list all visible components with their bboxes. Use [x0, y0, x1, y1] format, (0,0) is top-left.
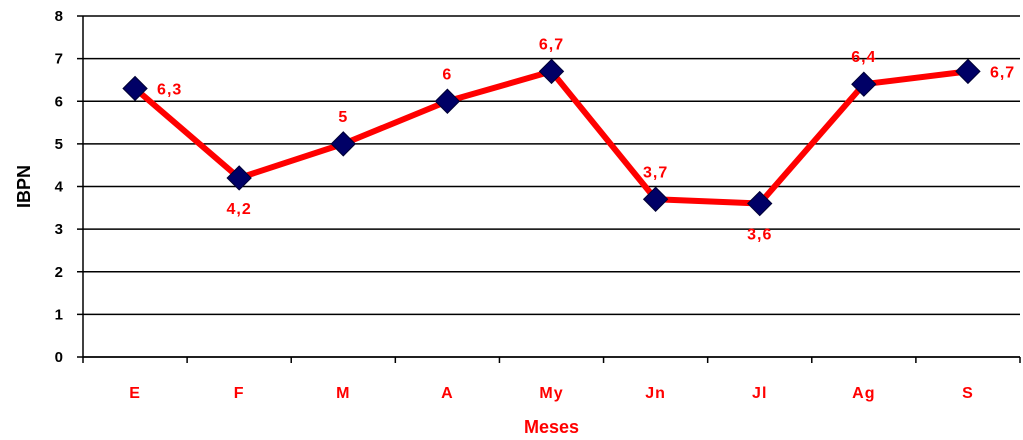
data-point — [851, 71, 877, 97]
data-label: 3,7 — [643, 164, 668, 181]
y-tick-label: 5 — [55, 136, 63, 153]
data-labels: 6,3 4,2 5 6 6,7 3,7 3,6 6,4 6,7 — [157, 36, 1015, 244]
x-tick-label: Jn — [645, 385, 666, 402]
data-label: 5 — [338, 109, 348, 126]
data-point — [955, 58, 981, 85]
series-line-group — [133, 68, 969, 207]
y-axis-title: IBPN — [14, 165, 34, 208]
data-label: 3,6 — [747, 227, 772, 244]
y-tick-label: 2 — [55, 264, 63, 281]
data-label: 6,7 — [990, 64, 1015, 81]
x-tick-label: F — [234, 385, 245, 402]
data-label: 6 — [442, 66, 452, 83]
y-tick-label: 4 — [55, 179, 64, 196]
y-tick-label: 1 — [55, 306, 63, 323]
y-tick-label: 8 — [55, 8, 63, 25]
x-tick-label: My — [539, 385, 563, 402]
data-label: 6,7 — [539, 36, 564, 53]
y-tick-label: 3 — [55, 221, 63, 238]
data-point — [122, 75, 148, 102]
x-tick-label: S — [962, 385, 974, 402]
x-tick-labels: E F M A My Jn Jl Ag S — [129, 385, 974, 402]
x-tick-label: E — [129, 385, 141, 402]
series-line — [133, 68, 969, 207]
data-point — [538, 58, 565, 85]
data-point — [330, 131, 356, 157]
y-tick-labels: 0 1 2 3 4 5 6 7 8 — [55, 8, 64, 366]
data-point — [226, 165, 252, 191]
y-tick-label: 0 — [55, 349, 63, 366]
axes — [77, 15, 1021, 363]
x-axis-title: Meses — [524, 417, 579, 437]
data-point — [642, 186, 669, 212]
y-tick-label: 7 — [55, 51, 63, 68]
x-tick-label: M — [336, 385, 350, 402]
x-tick-label: Jl — [752, 385, 767, 402]
data-point — [747, 190, 773, 217]
data-label: 6,4 — [851, 49, 876, 66]
x-tick-label: A — [441, 385, 454, 402]
y-tick-label: 6 — [55, 93, 63, 110]
data-label: 4,2 — [227, 201, 252, 218]
x-tick-label: Ag — [852, 385, 875, 402]
data-label: 6,3 — [157, 81, 182, 98]
data-point — [434, 88, 461, 114]
series-markers — [122, 58, 981, 217]
